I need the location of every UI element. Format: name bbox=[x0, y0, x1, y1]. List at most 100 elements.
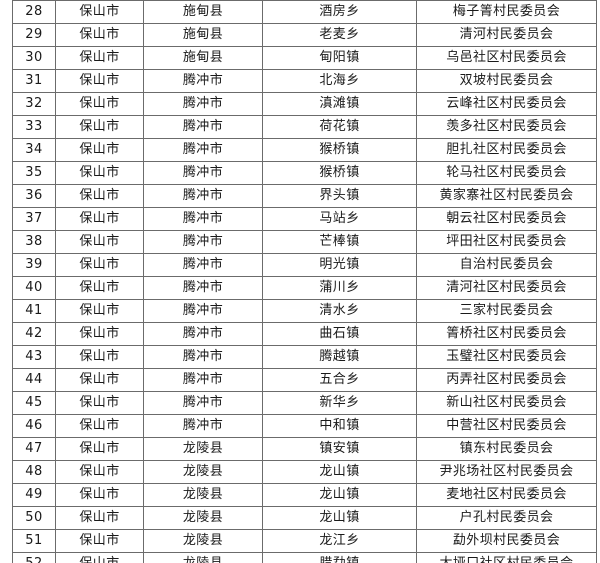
table-row[interactable]: 33 保山市 腾冲市 荷花镇 羡多社区村民委员会 bbox=[12, 115, 597, 139]
cell-serial-number[interactable]: 34 bbox=[12, 138, 56, 162]
cell-villagers-committee[interactable]: 大垭口社区村民委员会 bbox=[416, 552, 597, 563]
cell-serial-number[interactable]: 49 bbox=[12, 483, 56, 507]
cell-township[interactable]: 界头镇 bbox=[262, 184, 417, 208]
cell-city[interactable]: 保山市 bbox=[55, 437, 144, 461]
cell-serial-number[interactable]: 44 bbox=[12, 368, 56, 392]
cell-city[interactable]: 保山市 bbox=[55, 552, 144, 563]
cell-villagers-committee[interactable]: 云峰社区村民委员会 bbox=[416, 92, 597, 116]
cell-city[interactable]: 保山市 bbox=[55, 253, 144, 277]
cell-serial-number[interactable]: 31 bbox=[12, 69, 56, 93]
cell-city[interactable]: 保山市 bbox=[55, 0, 144, 24]
cell-villagers-committee[interactable]: 羡多社区村民委员会 bbox=[416, 115, 597, 139]
table-row[interactable]: 42 保山市 腾冲市 曲石镇 箐桥社区村民委员会 bbox=[12, 322, 597, 346]
cell-villagers-committee[interactable]: 朝云社区村民委员会 bbox=[416, 207, 597, 231]
cell-serial-number[interactable]: 37 bbox=[12, 207, 56, 231]
cell-township[interactable]: 甸阳镇 bbox=[262, 46, 417, 70]
cell-township[interactable]: 镇安镇 bbox=[262, 437, 417, 461]
table-row[interactable]: 37 保山市 腾冲市 马站乡 朝云社区村民委员会 bbox=[12, 207, 597, 231]
cell-county[interactable]: 腾冲市 bbox=[143, 230, 263, 254]
cell-city[interactable]: 保山市 bbox=[55, 460, 144, 484]
cell-city[interactable]: 保山市 bbox=[55, 92, 144, 116]
cell-township[interactable]: 芒棒镇 bbox=[262, 230, 417, 254]
table-row[interactable]: 40 保山市 腾冲市 蒲川乡 清河社区村民委员会 bbox=[12, 276, 597, 300]
cell-city[interactable]: 保山市 bbox=[55, 368, 144, 392]
table-row[interactable]: 46 保山市 腾冲市 中和镇 中营社区村民委员会 bbox=[12, 414, 597, 438]
cell-villagers-committee[interactable]: 轮马社区村民委员会 bbox=[416, 161, 597, 185]
cell-county[interactable]: 腾冲市 bbox=[143, 253, 263, 277]
cell-township[interactable]: 龙山镇 bbox=[262, 483, 417, 507]
cell-township[interactable]: 马站乡 bbox=[262, 207, 417, 231]
cell-township[interactable]: 腾越镇 bbox=[262, 345, 417, 369]
cell-township[interactable]: 清水乡 bbox=[262, 299, 417, 323]
cell-county[interactable]: 龙陵县 bbox=[143, 529, 263, 553]
cell-serial-number[interactable]: 41 bbox=[12, 299, 56, 323]
cell-city[interactable]: 保山市 bbox=[55, 46, 144, 70]
cell-county[interactable]: 腾冲市 bbox=[143, 161, 263, 185]
cell-serial-number[interactable]: 33 bbox=[12, 115, 56, 139]
table-row[interactable]: 39 保山市 腾冲市 明光镇 自治村民委员会 bbox=[12, 253, 597, 277]
table-row[interactable]: 31 保山市 腾冲市 北海乡 双坡村民委员会 bbox=[12, 69, 597, 93]
cell-serial-number[interactable]: 28 bbox=[12, 0, 56, 24]
cell-villagers-committee[interactable]: 三家村民委员会 bbox=[416, 299, 597, 323]
cell-city[interactable]: 保山市 bbox=[55, 529, 144, 553]
cell-serial-number[interactable]: 43 bbox=[12, 345, 56, 369]
cell-township[interactable]: 滇滩镇 bbox=[262, 92, 417, 116]
cell-county[interactable]: 腾冲市 bbox=[143, 184, 263, 208]
cell-villagers-committee[interactable]: 丙弄社区村民委员会 bbox=[416, 368, 597, 392]
cell-city[interactable]: 保山市 bbox=[55, 506, 144, 530]
cell-villagers-committee[interactable]: 黄家寨社区村民委员会 bbox=[416, 184, 597, 208]
cell-serial-number[interactable]: 51 bbox=[12, 529, 56, 553]
cell-township[interactable]: 新华乡 bbox=[262, 391, 417, 415]
cell-township[interactable]: 荷花镇 bbox=[262, 115, 417, 139]
cell-county[interactable]: 腾冲市 bbox=[143, 115, 263, 139]
cell-serial-number[interactable]: 50 bbox=[12, 506, 56, 530]
cell-serial-number[interactable]: 45 bbox=[12, 391, 56, 415]
table-row[interactable]: 50 保山市 龙陵县 龙山镇 户孔村民委员会 bbox=[12, 506, 597, 530]
cell-city[interactable]: 保山市 bbox=[55, 276, 144, 300]
table-row[interactable]: 49 保山市 龙陵县 龙山镇 麦地社区村民委员会 bbox=[12, 483, 597, 507]
table-row[interactable]: 28 保山市 施甸县 酒房乡 梅子箐村民委员会 bbox=[12, 0, 597, 24]
cell-villagers-committee[interactable]: 玉璧社区村民委员会 bbox=[416, 345, 597, 369]
table-row[interactable]: 48 保山市 龙陵县 龙山镇 尹兆场社区村民委员会 bbox=[12, 460, 597, 484]
cell-township[interactable]: 猴桥镇 bbox=[262, 138, 417, 162]
table-row[interactable]: 34 保山市 腾冲市 猴桥镇 胆扎社区村民委员会 bbox=[12, 138, 597, 162]
cell-county[interactable]: 腾冲市 bbox=[143, 92, 263, 116]
cell-county[interactable]: 腾冲市 bbox=[143, 322, 263, 346]
cell-villagers-committee[interactable]: 尹兆场社区村民委员会 bbox=[416, 460, 597, 484]
table-row[interactable]: 52保山市龙陵县腊勐镇大垭口社区村民委员会 bbox=[12, 552, 597, 563]
cell-township[interactable]: 老麦乡 bbox=[262, 23, 417, 47]
cell-county[interactable]: 龙陵县 bbox=[143, 552, 263, 563]
cell-township[interactable]: 曲石镇 bbox=[262, 322, 417, 346]
cell-county[interactable]: 龙陵县 bbox=[143, 460, 263, 484]
table-row[interactable]: 43 保山市 腾冲市 腾越镇 玉璧社区村民委员会 bbox=[12, 345, 597, 369]
cell-city[interactable]: 保山市 bbox=[55, 69, 144, 93]
cell-township[interactable]: 北海乡 bbox=[262, 69, 417, 93]
cell-city[interactable]: 保山市 bbox=[55, 138, 144, 162]
cell-serial-number[interactable]: 35 bbox=[12, 161, 56, 185]
cell-villagers-committee[interactable]: 麦地社区村民委员会 bbox=[416, 483, 597, 507]
cell-county[interactable]: 腾冲市 bbox=[143, 207, 263, 231]
cell-county[interactable]: 腾冲市 bbox=[143, 345, 263, 369]
cell-villagers-committee[interactable]: 乌邑社区村民委员会 bbox=[416, 46, 597, 70]
cell-city[interactable]: 保山市 bbox=[55, 391, 144, 415]
cell-county[interactable]: 施甸县 bbox=[143, 23, 263, 47]
cell-villagers-committee[interactable]: 清河村民委员会 bbox=[416, 23, 597, 47]
cell-city[interactable]: 保山市 bbox=[55, 322, 144, 346]
cell-villagers-committee[interactable]: 双坡村民委员会 bbox=[416, 69, 597, 93]
cell-serial-number[interactable]: 36 bbox=[12, 184, 56, 208]
cell-county[interactable]: 腾冲市 bbox=[143, 299, 263, 323]
cell-villagers-committee[interactable]: 自治村民委员会 bbox=[416, 253, 597, 277]
cell-serial-number[interactable]: 42 bbox=[12, 322, 56, 346]
cell-township[interactable]: 中和镇 bbox=[262, 414, 417, 438]
cell-county[interactable]: 腾冲市 bbox=[143, 138, 263, 162]
table-row[interactable]: 29 保山市 施甸县 老麦乡 清河村民委员会 bbox=[12, 23, 597, 47]
cell-villagers-committee[interactable]: 箐桥社区村民委员会 bbox=[416, 322, 597, 346]
cell-serial-number[interactable]: 40 bbox=[12, 276, 56, 300]
cell-villagers-committee[interactable]: 清河社区村民委员会 bbox=[416, 276, 597, 300]
cell-villagers-committee[interactable]: 胆扎社区村民委员会 bbox=[416, 138, 597, 162]
cell-township[interactable]: 龙江乡 bbox=[262, 529, 417, 553]
cell-county[interactable]: 腾冲市 bbox=[143, 69, 263, 93]
table-row[interactable]: 45 保山市 腾冲市 新华乡 新山社区村民委员会 bbox=[12, 391, 597, 415]
cell-city[interactable]: 保山市 bbox=[55, 115, 144, 139]
cell-city[interactable]: 保山市 bbox=[55, 161, 144, 185]
